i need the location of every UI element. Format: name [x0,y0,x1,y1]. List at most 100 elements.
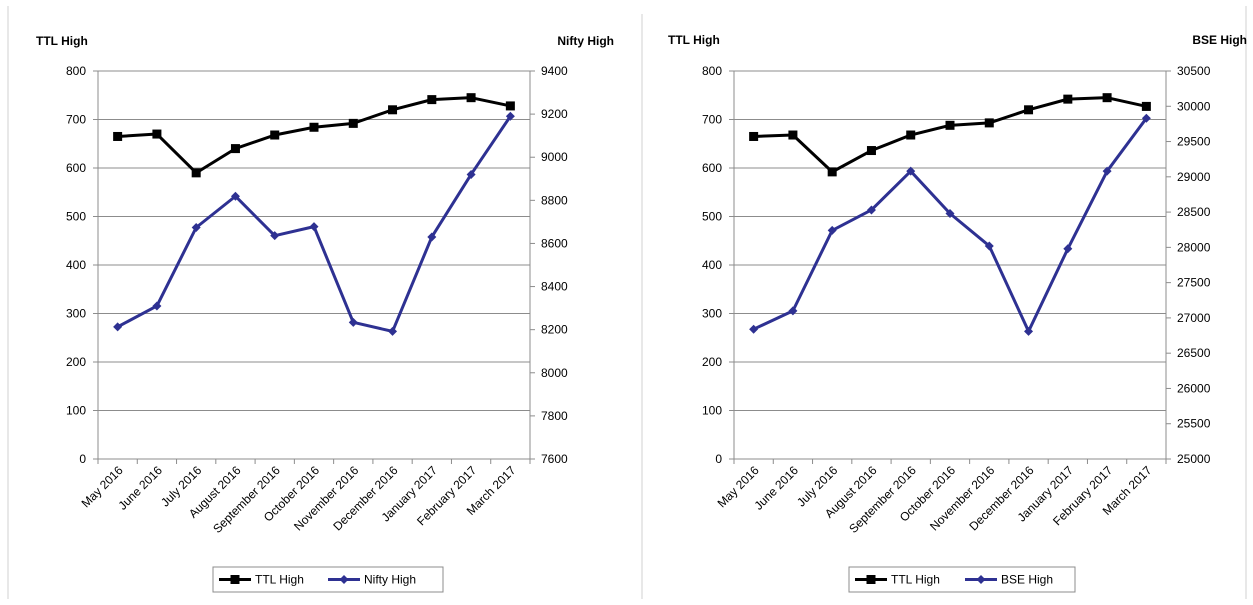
left-tick-label: 0 [79,452,86,466]
bse-high-point [906,166,916,176]
ttl-high-point [427,95,437,105]
legend: TTL High Nifty High [212,566,444,593]
right-axis-title: Nifty High [557,34,614,48]
left-tick-label: 300 [702,307,722,321]
left-tick-label: 100 [66,404,86,418]
left-axis-title: TTL High [668,33,720,47]
legend: TTL High BSE High [848,566,1076,593]
right-tick-label: 8000 [541,366,568,380]
ttl-high-point [1024,105,1034,115]
right-tick-label: 26000 [1177,381,1211,395]
right-tick-label: 25000 [1177,452,1211,466]
legend-bse-high-marker [976,575,986,584]
ttl-high-point [866,146,876,156]
ttl-high-point [113,131,123,141]
x-tick-label: September 2016 [210,463,283,536]
legend-nifty-high-label: Nifty High [364,573,416,587]
legend-ttl-high-marker [866,575,876,584]
bse-high-point [788,306,798,316]
legend-ttl-high-label: TTL High [255,573,304,587]
nifty-high-point [348,317,358,327]
right-tick-label: 8400 [541,280,568,294]
right-tick-label: 7600 [541,452,568,466]
right-tick-label: 7800 [541,409,568,423]
right-tick-label: 27000 [1177,311,1211,325]
chart-1: 0 100 200 300 400 500 600 700 800 7600 7800 8000 820… [36,34,614,593]
left-tick-label: 600 [702,161,722,175]
legend-bse-high-label: BSE High [1001,573,1053,587]
left-tick-label: 500 [66,210,86,224]
ttl-high-point [388,105,398,115]
bse-high-point [827,225,837,235]
right-tick-label: 9400 [541,64,568,78]
nifty-high-point [152,301,162,311]
right-tick-label: 29000 [1177,170,1211,184]
right-tick-label: 8200 [541,323,568,337]
ttl-high-point [1063,94,1073,104]
legend-ttl-high-label: TTL High [891,573,940,587]
ttl-high-point [984,118,994,128]
x-tick-label: September 2016 [846,463,919,536]
nifty-high-point [505,111,515,121]
nifty-high-point [466,169,476,179]
ttl-high-point [827,167,837,177]
left-tick-label: 400 [702,258,722,272]
ttl-high-point [191,168,201,178]
nifty-high-point [230,191,240,201]
right-tick-label: 29500 [1177,135,1211,149]
bse-high-point [1063,244,1073,254]
left-tick-label: 200 [66,355,86,369]
right-tick-label: 28000 [1177,240,1211,254]
right-tick-label: 9000 [541,150,568,164]
right-axis-title: BSE High [1192,33,1247,47]
bse-high-point [984,241,994,251]
ttl-high-point [788,130,798,140]
bse-high-point [866,205,876,215]
bse-high-point [1102,166,1112,176]
bse-high-point [945,209,955,219]
left-tick-label: 700 [702,113,722,127]
ttl-high-line [753,96,1147,174]
left-tick-label: 500 [702,210,722,224]
right-tick-label: 26500 [1177,346,1211,360]
nifty-high-point [388,326,398,336]
right-tick-label: 8600 [541,236,568,250]
ttl-high-point [749,131,759,141]
ttl-high-point [906,130,916,140]
nifty-high-point [309,222,319,232]
right-tick-label: 9200 [541,107,568,121]
nifty-high-point [270,231,280,241]
bse-high-point [749,324,759,334]
left-tick-label: 400 [66,258,86,272]
right-tick-label: 30000 [1177,99,1211,113]
legend-nifty-high-marker [339,575,349,584]
right-tick-label: 30500 [1177,64,1211,78]
ttl-high-point [309,122,319,132]
ttl-high-point [505,101,515,111]
left-tick-label: 800 [66,64,86,78]
left-tick-label: 700 [66,113,86,127]
left-tick-label: 200 [702,355,722,369]
ttl-high-point [270,130,280,140]
nifty-high-point [427,232,437,242]
legend-ttl-high-marker [230,575,240,584]
chart-2: 0 100 200 300 400 500 600 700 800 25000 25500 26000… [668,33,1247,593]
bse-high-point [1024,326,1034,336]
right-tick-label: 28500 [1177,205,1211,219]
ttl-high-point [1141,101,1151,111]
nifty-high-point [191,222,201,232]
left-tick-label: 300 [66,307,86,321]
left-tick-label: 600 [66,161,86,175]
right-tick-label: 27500 [1177,276,1211,290]
ttl-high-line [117,96,511,175]
ttl-high-point [152,129,162,139]
left-tick-label: 100 [702,404,722,418]
ttl-high-point [230,144,240,154]
ttl-high-point [466,93,476,103]
ttl-high-point [945,120,955,130]
ttl-high-point [348,118,358,128]
left-tick-label: 0 [715,452,722,466]
bse-high-line [753,117,1148,333]
